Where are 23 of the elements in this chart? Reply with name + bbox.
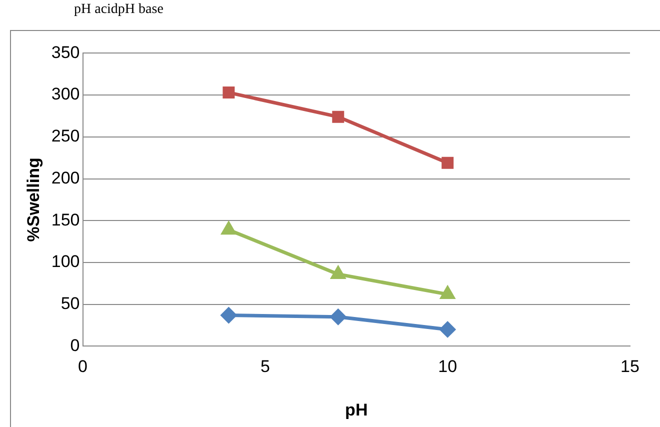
- y-axis-title: %Swelling: [24, 158, 43, 242]
- text: pH acidpH base: [74, 2, 164, 18]
- point: [442, 156, 454, 169]
- y-tick-label: 200: [51, 168, 80, 188]
- x-tick-label: 10: [438, 357, 458, 376]
- y-tick-label: 250: [51, 126, 80, 146]
- y-tick-label: 50: [60, 294, 80, 314]
- x-axis-title: pH: [345, 400, 368, 420]
- point: [331, 266, 346, 279]
- point: [440, 286, 455, 300]
- x-tick-label: 15: [620, 357, 640, 376]
- y-tick-label: 300: [51, 84, 80, 104]
- y-tick-label: 350: [51, 42, 80, 62]
- y-tick-label: 150: [51, 210, 80, 230]
- point: [222, 86, 235, 99]
- y-tick-label: 0: [70, 336, 80, 355]
- point: [330, 309, 346, 325]
- point: [222, 222, 236, 235]
- y-tick-label: 100: [51, 252, 80, 272]
- x-tick-label: 5: [260, 357, 270, 376]
- point: [332, 110, 344, 123]
- point: [220, 307, 236, 323]
- point: [440, 322, 456, 338]
